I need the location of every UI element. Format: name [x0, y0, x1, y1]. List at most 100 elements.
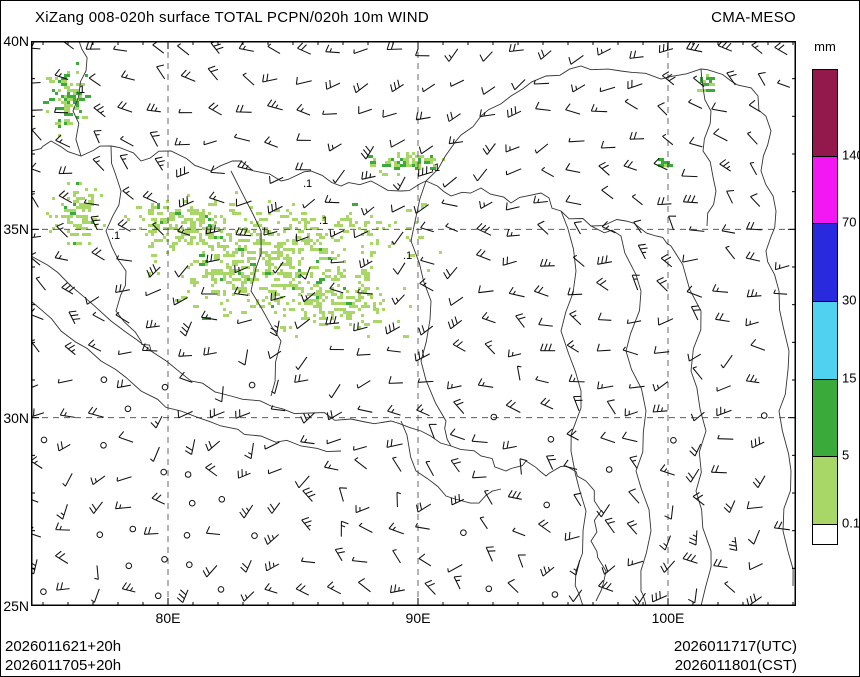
wind-barb [448, 296, 464, 306]
wind-barb [449, 428, 465, 441]
wind-barb [752, 475, 766, 489]
wind-barb [205, 224, 221, 235]
calm-wind-circle [161, 556, 168, 563]
wind-barb [150, 446, 160, 462]
wind-barb [606, 399, 616, 415]
wind-barb [234, 265, 248, 274]
wind-barb [725, 245, 736, 260]
wind-barb [442, 176, 457, 188]
wind-barb [388, 376, 403, 384]
wind-barb [264, 561, 280, 572]
wind-barb [507, 578, 519, 593]
wind-barb [262, 73, 278, 83]
wind-barb [596, 343, 611, 352]
wind-barb [599, 86, 616, 93]
colorbar-tick-label: 5 [842, 447, 850, 463]
wind-barb [178, 348, 193, 357]
wind-barb [84, 296, 100, 305]
wind-barb [300, 434, 315, 445]
wind-barb [56, 504, 68, 520]
wind-barb [354, 457, 368, 470]
wind-barb [210, 165, 225, 175]
wind-barb [717, 41, 732, 52]
wind-barb [541, 166, 555, 178]
wind-barb [334, 547, 345, 562]
border-line [585, 480, 607, 602]
wind-barb [682, 194, 698, 204]
wind-barb [145, 319, 160, 329]
wind-barb [563, 459, 578, 471]
wind-barb [505, 202, 520, 211]
wind-barb [629, 50, 644, 59]
precip-contour-label: .1 [403, 250, 412, 262]
wind-barb [295, 583, 309, 596]
wind-barb [415, 48, 430, 57]
colorbar-unit-label: mm [814, 39, 836, 54]
wind-barb [626, 520, 638, 535]
wind-barb [145, 288, 162, 297]
wind-barb [517, 554, 526, 568]
wind-barb [533, 80, 550, 85]
precip-contour-label: .1 [111, 230, 120, 242]
wind-barb [660, 253, 673, 268]
border-line [31, 140, 427, 192]
wind-barb [569, 560, 581, 576]
wind-barb [476, 223, 492, 236]
wind-barb [238, 349, 249, 366]
wind-barb [479, 201, 493, 209]
wind-barb [214, 386, 224, 403]
wind-barb [535, 101, 551, 112]
wind-barb [507, 349, 522, 358]
border-line [72, 41, 88, 157]
wind-barb [668, 215, 677, 231]
wind-barb [565, 194, 582, 206]
wind-barb [203, 140, 217, 146]
wind-barb [326, 438, 342, 445]
wind-barb [328, 384, 341, 399]
precip-labels-layer: .1 .1 .1 .1 .1 .1 [76, 84, 440, 262]
wind-barb [664, 505, 674, 520]
wind-barb [387, 404, 401, 416]
wind-barb [519, 458, 528, 475]
wind-barb [326, 410, 343, 421]
valid-time-cst: 2026011801(CST) [674, 657, 797, 674]
calm-wind-circle [605, 466, 613, 473]
wind-barb [117, 350, 132, 356]
wind-barb [421, 83, 436, 93]
wind-barb [327, 143, 342, 152]
wind-barb [57, 379, 73, 384]
wind-barb [425, 460, 434, 477]
calm-wind-circle [40, 588, 47, 596]
wind-barb [174, 265, 189, 278]
wind-barb [538, 519, 551, 533]
precip-contour-label: .1 [303, 178, 312, 190]
wind-barb [540, 397, 554, 410]
wind-barb [120, 70, 135, 81]
wind-barb [382, 109, 397, 118]
wind-barb [152, 222, 165, 236]
wind-barb [505, 144, 520, 153]
wind-barb [235, 104, 252, 113]
wind-barb [295, 76, 312, 85]
wind-barb [205, 440, 221, 452]
wind-barb [120, 135, 134, 147]
wind-barb [392, 456, 402, 472]
wind-barb [68, 310, 81, 325]
wind-barb [31, 127, 42, 141]
wind-barb [682, 552, 698, 564]
wind-barb [689, 136, 703, 148]
wind-barb [90, 475, 106, 486]
wind-barb [210, 41, 224, 54]
wind-barb [632, 592, 646, 606]
calm-wind-circle [160, 468, 167, 476]
wind-barb [716, 385, 731, 392]
wind-barb [745, 374, 760, 384]
wind-barb [268, 175, 284, 184]
wind-barb [172, 297, 188, 306]
wind-barb [392, 176, 406, 191]
wind-barb [687, 588, 698, 604]
wind-barb [713, 558, 728, 569]
colorbar-tick-label: 30 [842, 292, 857, 308]
wind-barb [621, 431, 638, 443]
